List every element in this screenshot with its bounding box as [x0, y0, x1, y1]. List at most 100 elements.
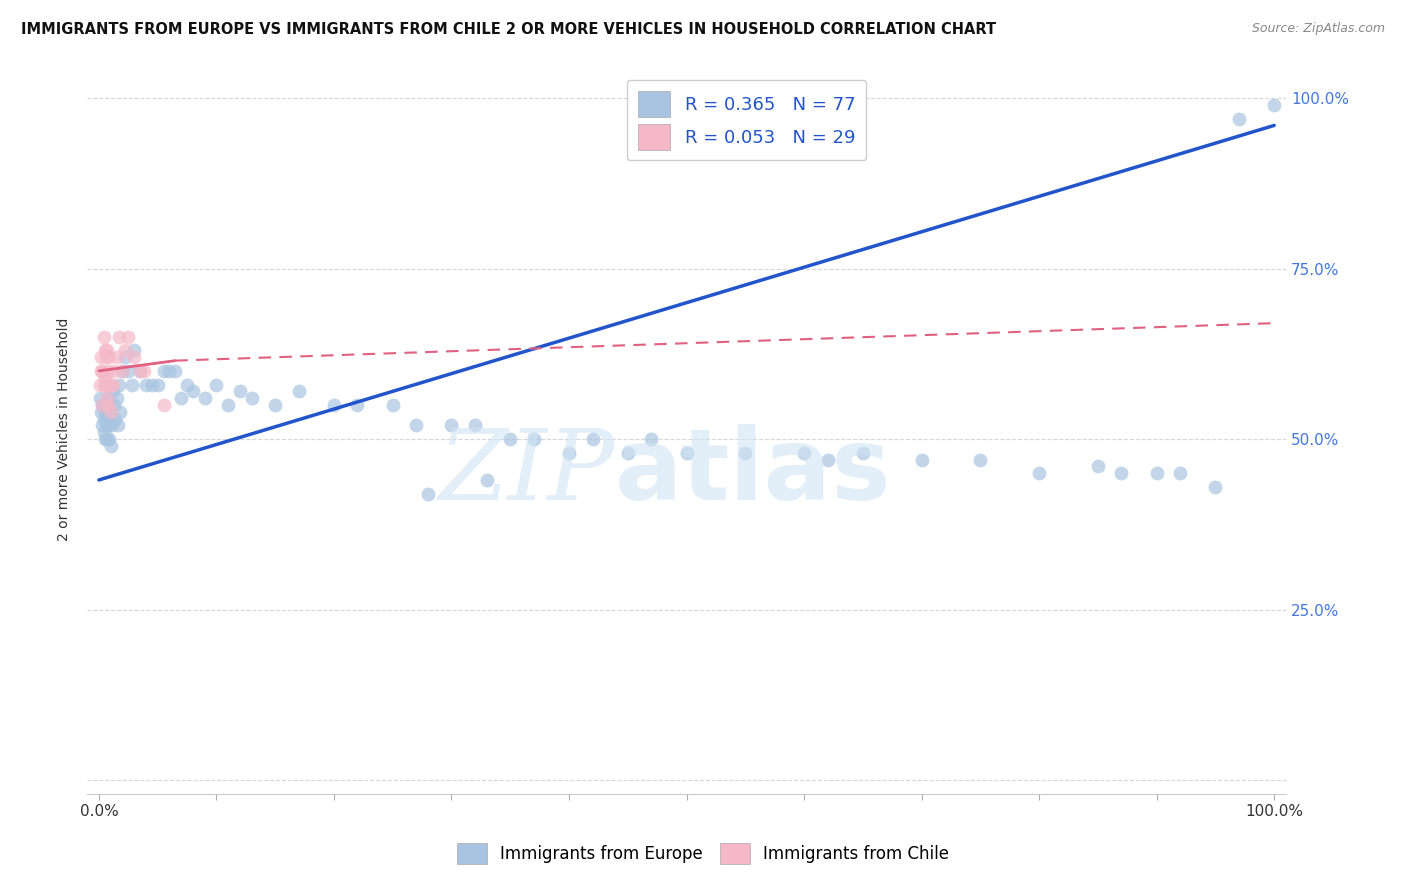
Point [523, 432, 546, 446]
Text: ZIP: ZIP [439, 425, 614, 520]
Point [91, 418, 114, 433]
Legend: R = 0.365   N = 77, R = 0.053   N = 29: R = 0.365 N = 77, R = 0.053 N = 29 [627, 80, 866, 161]
Point [152, 364, 174, 378]
Point [346, 398, 368, 412]
Point [817, 452, 839, 467]
Point [675, 446, 697, 460]
Point [90, 364, 112, 378]
Point [97, 418, 120, 433]
Point [475, 473, 498, 487]
Y-axis label: 2 or more Vehicles in Household: 2 or more Vehicles in Household [58, 318, 72, 541]
Point [91, 398, 114, 412]
Point [91, 364, 114, 378]
Text: atlas: atlas [614, 424, 891, 521]
Point [89, 391, 111, 405]
Point [1087, 459, 1109, 474]
Point [287, 384, 309, 399]
Text: Source: ZipAtlas.com: Source: ZipAtlas.com [1251, 22, 1385, 36]
Point [122, 343, 145, 358]
Point [108, 330, 131, 344]
Point [93, 330, 115, 344]
Point [405, 418, 427, 433]
Point [101, 377, 124, 392]
Point [146, 377, 169, 392]
Point [94, 398, 117, 412]
Point [122, 350, 145, 364]
Point [558, 446, 581, 460]
Point [117, 330, 139, 344]
Point [1204, 480, 1226, 494]
Point [100, 377, 122, 392]
Point [1111, 466, 1133, 480]
Point [264, 398, 287, 412]
Point [194, 391, 217, 405]
Point [132, 364, 155, 378]
Point [141, 377, 163, 392]
Point [114, 350, 136, 364]
Point [852, 446, 875, 460]
Point [1227, 112, 1250, 126]
Point [94, 370, 117, 384]
Point [170, 391, 193, 405]
Point [229, 384, 252, 399]
Point [323, 398, 346, 412]
Point [1168, 466, 1191, 480]
Point [111, 364, 134, 378]
Point [640, 432, 662, 446]
Point [108, 405, 131, 419]
Point [205, 377, 228, 392]
Point [117, 364, 139, 378]
Point [100, 439, 122, 453]
Point [217, 398, 239, 412]
Point [103, 398, 125, 412]
Point [97, 398, 120, 412]
Point [97, 391, 120, 405]
Point [165, 364, 187, 378]
Point [91, 398, 114, 412]
Point [90, 350, 112, 364]
Point [90, 405, 112, 419]
Point [108, 377, 131, 392]
Point [1146, 466, 1168, 480]
Point [440, 418, 463, 433]
Point [114, 343, 136, 358]
Point [107, 418, 129, 433]
Point [181, 384, 204, 399]
Point [240, 391, 263, 405]
Point [94, 377, 117, 392]
Point [96, 343, 118, 358]
Point [793, 446, 815, 460]
Point [499, 432, 522, 446]
Point [100, 411, 122, 425]
Point [581, 432, 603, 446]
Point [93, 425, 115, 440]
Point [89, 377, 111, 392]
Point [100, 405, 122, 419]
Point [176, 377, 198, 392]
Point [969, 452, 991, 467]
Point [464, 418, 486, 433]
Point [103, 364, 125, 378]
Point [111, 364, 134, 378]
Point [94, 432, 117, 446]
Point [105, 391, 128, 405]
Point [135, 377, 157, 392]
Point [129, 364, 152, 378]
Point [105, 350, 128, 364]
Point [104, 411, 127, 425]
Point [416, 486, 439, 500]
Point [94, 343, 117, 358]
Point [129, 364, 152, 378]
Point [617, 446, 640, 460]
Point [94, 405, 117, 419]
Point [159, 364, 181, 378]
Point [93, 411, 115, 425]
Point [97, 364, 120, 378]
Point [96, 411, 118, 425]
Point [101, 418, 124, 433]
Point [1028, 466, 1050, 480]
Point [101, 384, 124, 399]
Point [1263, 98, 1285, 112]
Point [94, 350, 117, 364]
Point [734, 446, 756, 460]
